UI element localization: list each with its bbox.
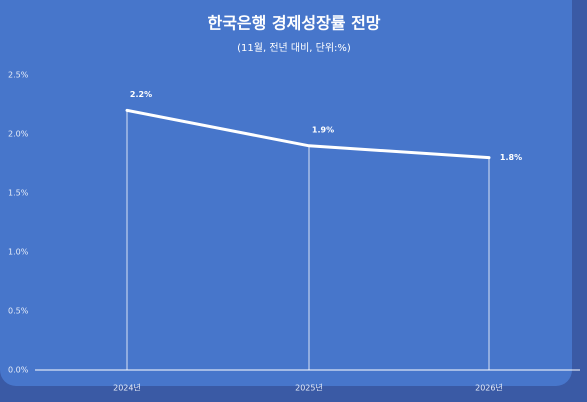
y-tick-label: 1.0% [8,248,29,257]
y-tick-label: 0.0% [8,366,29,375]
x-tick-label: 2026년 [475,383,503,393]
value-label: 1.8% [500,153,522,162]
x-tick-label: 2024년 [113,383,141,393]
chart-title: 한국은행 경제성장률 전망 [207,14,380,33]
x-tick-label: 2025년 [295,383,323,393]
panel [0,0,572,386]
y-tick-label: 0.5% [8,307,29,316]
line [125,108,491,160]
chart-subtitle: (11월, 전년 대비, 단위:%) [237,41,351,54]
value-label: 2.2% [130,90,152,99]
value-label: 1.9% [312,125,334,134]
y-tick-label: 2.0% [8,130,29,139]
y-tick-label: 1.5% [8,189,29,198]
y-tick-label: 2.5% [8,71,29,80]
